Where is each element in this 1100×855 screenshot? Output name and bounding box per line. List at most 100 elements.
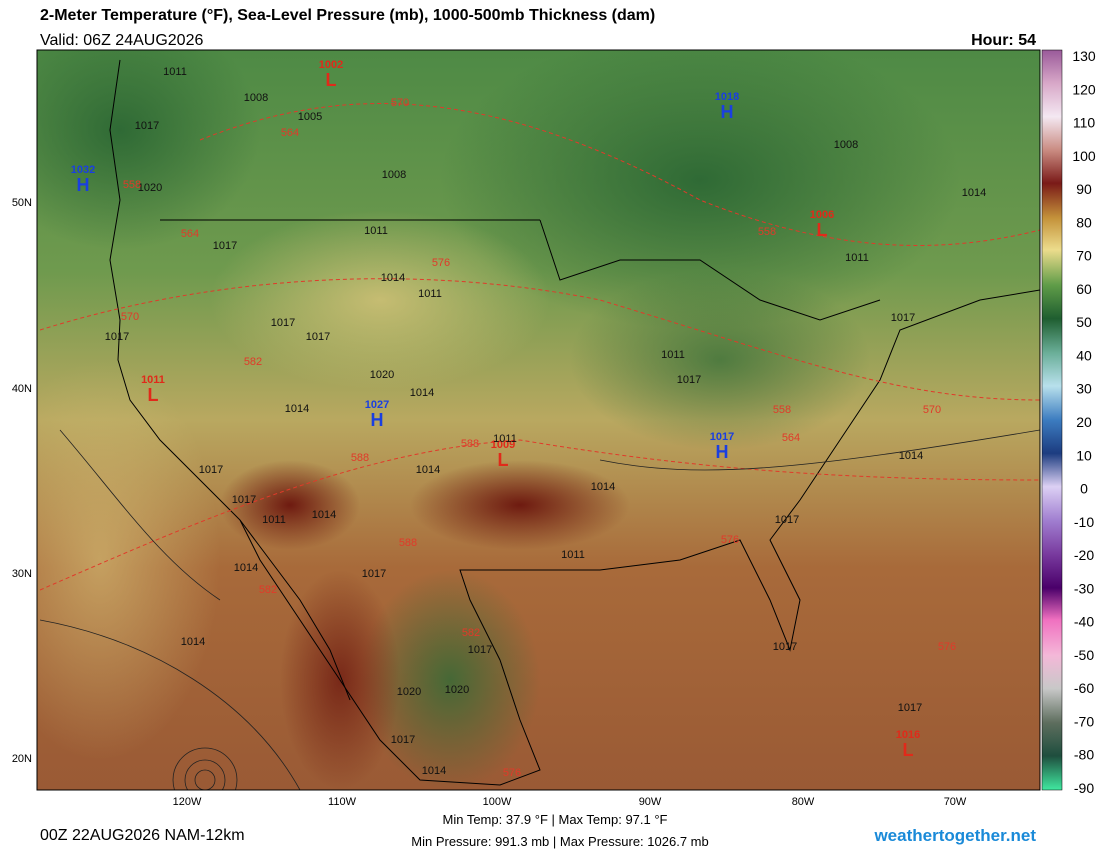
lon-label: 70W: [944, 796, 967, 808]
colorbar-tick-label: -60: [1074, 680, 1094, 696]
isobar-label: 1020: [397, 686, 421, 698]
colorbar-tick-label: -20: [1074, 547, 1094, 563]
colorbar-tick-label: -80: [1074, 747, 1094, 763]
thickness-label: 582: [259, 584, 277, 596]
colorbar-tick-label: 90: [1076, 181, 1092, 197]
isobar-label: 1017: [677, 374, 701, 386]
map-frame: [36, 49, 1041, 791]
colorbar-tick-label: 50: [1076, 314, 1092, 330]
thickness-label: 570: [121, 311, 139, 323]
isobar-label: 1014: [899, 450, 923, 462]
isobar-label: 1017: [306, 331, 330, 343]
high-value: 1032: [71, 164, 95, 176]
high-symbol: H: [371, 410, 384, 430]
low-symbol: L: [326, 70, 337, 90]
isobar-label: 1017: [105, 331, 129, 343]
colorbar-tick-label: 130: [1072, 48, 1096, 64]
thickness-label: 576: [938, 641, 956, 653]
colorbar-tick-label: -30: [1074, 580, 1094, 596]
isobar-label: 1014: [410, 387, 434, 399]
thickness-labels: 570 564 558 564 576 570 582 588 588 588 582 576 558 5…: [121, 97, 956, 779]
colorbar-tick-label: -50: [1074, 647, 1094, 663]
colorbar-tick-label: 80: [1076, 214, 1092, 230]
colorbar-tick-label: 20: [1076, 414, 1092, 430]
shade: [410, 460, 630, 550]
isobar-label: 1014: [591, 481, 615, 493]
isobar-label: 1017: [775, 514, 799, 526]
isobar-label: 1011: [364, 225, 388, 237]
low-value: 1009: [491, 439, 515, 451]
isobar-labels: 1011 1008 1017 1005 1020 1008 1017 1011 1014 1011…: [105, 66, 986, 777]
colorbar-tick-label: -40: [1074, 614, 1094, 630]
site-credit[interactable]: weathertogether.net: [873, 826, 1036, 845]
low-symbol: L: [903, 740, 914, 760]
high-value: 1018: [715, 91, 739, 103]
low-value: 1016: [896, 729, 920, 741]
isobar-label: 1014: [962, 187, 986, 199]
isobar-label: 1008: [382, 169, 406, 181]
lon-label: 100W: [483, 796, 512, 808]
coastlines: [109, 59, 1040, 786]
lon-label: 90W: [639, 796, 662, 808]
lat-label: 50N: [12, 197, 32, 209]
thickness-label: 570: [391, 97, 409, 109]
shade: [440, 50, 960, 330]
thickness-label: 588: [399, 537, 417, 549]
isobar-label: 1014: [285, 403, 309, 415]
isobar-label: 1017: [213, 240, 237, 252]
isobar-label: 1008: [244, 92, 268, 104]
thickness-label: 564: [181, 228, 199, 240]
thickness-label: 588: [351, 452, 369, 464]
thickness-label: 564: [281, 127, 299, 139]
low-value: 1011: [141, 374, 165, 386]
thickness-label: 570: [923, 404, 941, 416]
isobar-label: 1017: [135, 120, 159, 132]
isobar-label: 1014: [416, 464, 440, 476]
isobar-label: 1014: [312, 509, 336, 521]
lon-label: 110W: [328, 796, 357, 808]
colorbar-ticks: 1301201101009080706050403020100-10-20-30…: [1072, 48, 1096, 796]
lat-label: 20N: [12, 753, 32, 765]
isobar-label: 1017: [891, 312, 915, 324]
low-symbol: L: [817, 220, 828, 240]
colorbar-tick-label: 100: [1072, 148, 1096, 164]
colorbar-tick-label: 30: [1076, 381, 1092, 397]
low-value: 1006: [810, 209, 834, 221]
thickness-label: 582: [462, 627, 480, 639]
thickness-label: 576: [721, 534, 739, 546]
isobar-label: 1017: [391, 734, 415, 746]
temp-range: Min Temp: 37.9 °F | Max Temp: 97.1 °F: [443, 812, 668, 827]
lon-label: 80W: [792, 796, 815, 808]
colorbar-tick-label: 10: [1076, 447, 1092, 463]
colorbar-tick-label: 70: [1076, 248, 1092, 264]
colorbar-tick-label: 60: [1076, 281, 1092, 297]
valid-time: Valid: 06Z 24AUG2026: [40, 32, 203, 49]
high-value: 1017: [710, 431, 734, 443]
thickness-label: 558: [123, 179, 141, 191]
thickness-contours: [39, 103, 1040, 591]
forecast-hour: Hour: 54: [971, 32, 1036, 49]
isobar-label: 1011: [163, 66, 187, 78]
isobar-label: 1017: [199, 464, 223, 476]
map-labels: 50N 40N 30N 20N 120W 110W 100W 90W 80W 7…: [12, 197, 967, 808]
shade: [210, 210, 550, 390]
isobar-label: 1020: [370, 369, 394, 381]
colorbar-tick-label: 120: [1072, 81, 1096, 97]
shade: [360, 570, 540, 790]
isobar-label: 1014: [181, 636, 205, 648]
isobar-label: 1017: [362, 568, 386, 580]
isobar-label: 1020: [445, 684, 469, 696]
colorbar-tick-label: 40: [1076, 347, 1092, 363]
thickness-label: 564: [782, 432, 800, 444]
isobar-label: 1017: [898, 702, 922, 714]
isobar-label: 1017: [271, 317, 295, 329]
high-symbol: H: [716, 442, 729, 462]
colorbar-tick-label: -70: [1074, 713, 1094, 729]
isobar-label: 1014: [234, 562, 258, 574]
map-area: [37, 50, 1040, 790]
pressure-range: Min Pressure: 991.3 mb | Max Pressure: 1…: [411, 834, 708, 849]
model-run: 00Z 22AUG2026 NAM-12km: [40, 827, 245, 844]
lon-label: 120W: [173, 796, 202, 808]
